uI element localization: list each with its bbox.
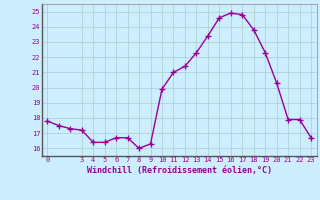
- X-axis label: Windchill (Refroidissement éolien,°C): Windchill (Refroidissement éolien,°C): [87, 166, 272, 175]
